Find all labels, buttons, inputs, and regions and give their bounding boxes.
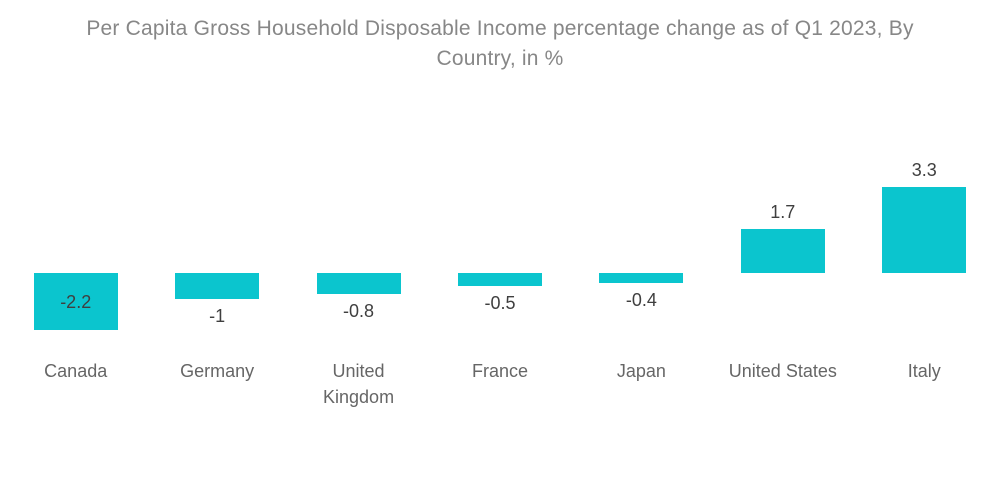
bar-value-label: -0.4 — [625, 290, 657, 311]
bar-column: -0.5 France — [429, 0, 570, 504]
chart-title: Per Capita Gross Household Disposable In… — [86, 17, 914, 70]
bar — [457, 273, 542, 286]
bar-category-label: Canada — [44, 361, 108, 381]
bar-category-label: United Kingdom — [323, 361, 395, 407]
bar — [316, 273, 401, 294]
bar-column: 1.7 United States — [712, 0, 853, 504]
bar-column: 3.3 Italy — [854, 0, 995, 504]
bar — [882, 187, 967, 273]
bar-value-label: -0.5 — [484, 293, 516, 313]
bar-value-label: -1 — [209, 306, 226, 326]
bar — [599, 273, 684, 284]
bar-category-label: Italy — [907, 361, 941, 381]
bar-column: -0.8 United Kingdom — [288, 0, 429, 504]
chart-plot-area: -2.2 Canada -1 Germany -0.8 United Kingdom -0.… — [5, 0, 995, 504]
bar — [33, 273, 118, 331]
bar-value-label: 1.7 — [770, 201, 796, 222]
bar-column: -1 Germany — [146, 0, 287, 504]
bar-category-label: Japan — [616, 361, 666, 381]
bar-category-label: Germany — [180, 361, 255, 381]
bar-value-label: 3.3 — [911, 160, 937, 181]
bar-column: -0.4 Japan — [571, 0, 712, 504]
bar-category-label: France — [471, 361, 528, 381]
bar — [740, 228, 825, 273]
bar-category-label: United States — [728, 361, 837, 381]
bar-value-label: -2.2 — [60, 291, 92, 312]
bar-value-label: -0.8 — [343, 300, 375, 321]
bar-column: -2.2 Canada — [5, 0, 146, 504]
bar — [175, 273, 260, 299]
